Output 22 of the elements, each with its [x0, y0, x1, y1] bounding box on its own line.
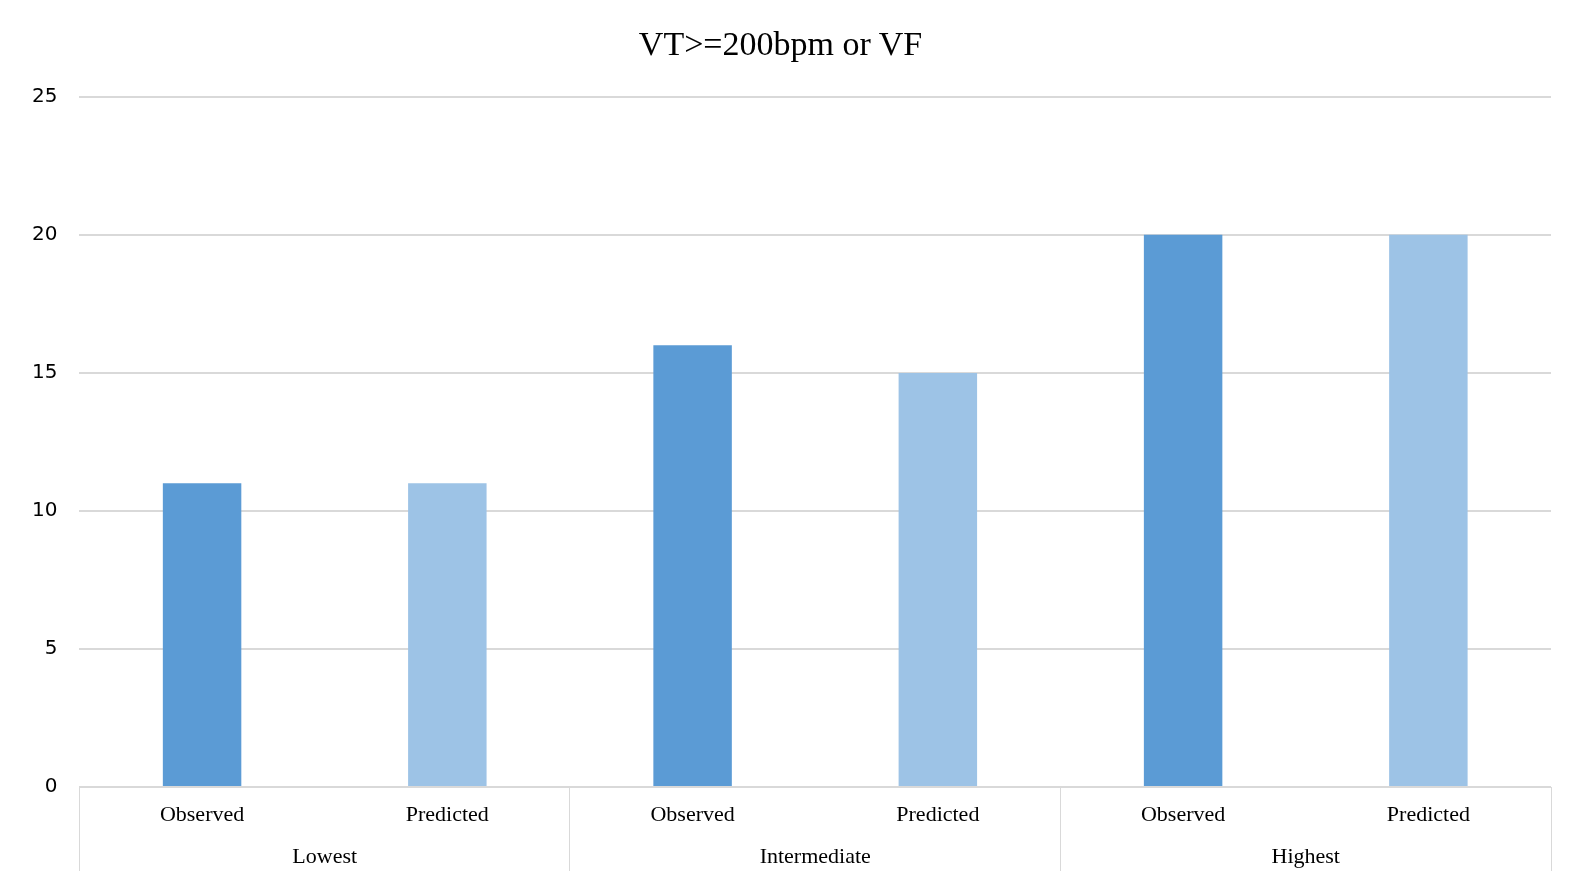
y-tick-label: 10 — [32, 497, 58, 522]
x-tick-label: Highest — [1271, 842, 1340, 868]
bar — [408, 483, 487, 786]
text: Predicted — [1386, 800, 1470, 826]
bar — [1389, 234, 1468, 786]
x-tick-label: Intermediate — [759, 842, 871, 868]
bar — [653, 345, 732, 786]
text: Observed — [159, 800, 245, 826]
bar — [162, 483, 242, 786]
chart-title: VT>=200bpm or VF — [638, 25, 923, 63]
y-tick-label: 0 — [44, 773, 58, 798]
y-tick-label: 25 — [32, 83, 58, 107]
y-tick-label: 20 — [32, 221, 58, 246]
text: Predicted — [405, 800, 489, 826]
bar — [1143, 234, 1223, 786]
series-label: Observed — [1140, 800, 1226, 826]
text: Observed — [650, 800, 735, 826]
bar — [898, 372, 978, 786]
x-tick-label: Lowest — [292, 842, 358, 868]
y-tick-label: 15 — [32, 359, 58, 384]
series-label: Predicted — [896, 800, 980, 826]
y-tick-label: 5 — [44, 635, 58, 660]
